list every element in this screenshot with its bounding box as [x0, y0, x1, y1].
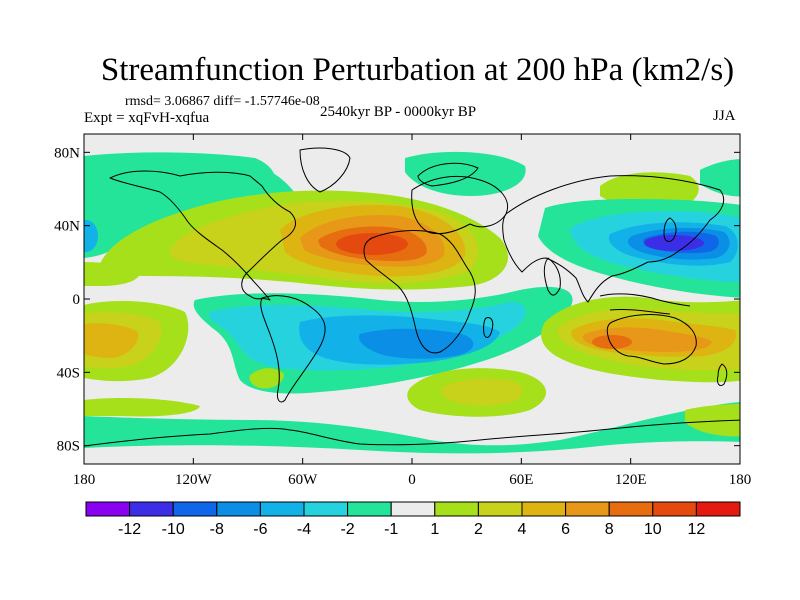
lon-tick-label: 0 — [408, 472, 416, 488]
colorbar-label: -2 — [340, 521, 354, 538]
colorbar-swatch — [216, 501, 261, 517]
coast-madagascar — [483, 317, 494, 338]
contour-north-atlantic-green — [405, 151, 526, 196]
colorbar-swatch — [565, 501, 610, 517]
colorbar-swatch — [434, 501, 479, 517]
axis-labels: 80N 40N 0 40S 80S 180 120W 60W 0 60E 120E 180 — [54, 145, 751, 488]
coast-south-america — [260, 295, 326, 403]
contour-west-band-yellow — [84, 262, 140, 286]
contour-na-high-core — [336, 233, 408, 255]
colorbar-label: 2 — [474, 521, 483, 538]
coast-antarctica — [84, 419, 740, 447]
colorbar-swatch — [695, 501, 741, 517]
colorbar-label: 6 — [561, 521, 570, 538]
colorbar-swatch — [390, 501, 436, 517]
lon-tick-label: 180 — [729, 472, 752, 488]
colorbar-label: 12 — [688, 521, 706, 538]
coast-greenland — [299, 147, 351, 193]
lat-tick-label: 80N — [54, 145, 80, 161]
coast-australia — [606, 314, 697, 365]
lon-tick-label: 120W — [175, 472, 213, 488]
lat-tick-label: 40N — [54, 219, 80, 235]
colorbar-label: -6 — [253, 521, 267, 538]
colorbar-swatch — [172, 501, 218, 517]
rmsd-label: rmsd= 3.06867 diff= -1.57746e-08 — [125, 94, 320, 109]
colorbar-label: -1 — [384, 521, 398, 538]
colorbar-label: 1 — [430, 521, 439, 538]
coastlines — [84, 147, 740, 447]
colorbar-swatch — [129, 501, 174, 517]
coast-asia — [502, 175, 725, 303]
contour-south-east-yellow — [685, 404, 740, 437]
lon-tick-label: 60W — [288, 472, 318, 488]
contour-sp-high-3 — [84, 323, 139, 358]
colorbar-swatch — [652, 501, 697, 517]
coast-africa — [363, 230, 476, 354]
coast-india — [543, 257, 561, 296]
streamfunction-field — [84, 134, 740, 464]
colorbar-label: 10 — [644, 521, 662, 538]
colorbar-label: -12 — [118, 521, 141, 538]
contour-south-band-yellow-1 — [84, 398, 200, 417]
colorbar-label: 8 — [605, 521, 614, 538]
contour-sa-low-4 — [358, 328, 474, 359]
contour-south-band-yellow-2 — [249, 368, 284, 389]
coast-indonesia — [599, 293, 691, 315]
coast-scandinavia — [417, 162, 479, 187]
colorbar-swatch — [85, 501, 131, 517]
lat-tick-label: 80S — [57, 439, 80, 455]
colorbar-label: -8 — [210, 521, 224, 538]
coast-japan — [663, 217, 677, 242]
colorbar-label: -10 — [162, 521, 185, 538]
coast-north-america — [109, 170, 297, 301]
experiment-label: Expt = xqFvH-xqfua — [84, 110, 210, 126]
colorbar-swatch — [259, 501, 305, 517]
colorbar-swatch — [608, 501, 654, 517]
colorbar-swatch — [303, 501, 349, 517]
lon-tick-label: 180 — [73, 472, 96, 488]
colorbar-swatch — [347, 501, 392, 517]
season-label: JJA — [713, 108, 736, 124]
colorbar-label: 4 — [518, 521, 527, 538]
colorbar-swatch — [521, 501, 567, 517]
colorbar-swatch — [477, 501, 523, 517]
contour-south-indian-high-2 — [440, 378, 523, 406]
contour-west-pacific-low-core — [644, 235, 704, 251]
plot-title: Streamfunction Perturbation at 200 hPa (… — [100, 52, 735, 88]
lat-tick-label: 40S — [57, 365, 80, 381]
axis-ticks — [83, 134, 741, 464]
contour-south-far-grey — [84, 441, 740, 464]
period-label: 2540kyr BP - 0000kyr BP — [320, 104, 477, 120]
colorbar-label: -4 — [297, 521, 311, 538]
lon-tick-label: 120E — [615, 472, 647, 488]
lon-tick-label: 60E — [509, 472, 533, 488]
contour-au-high-core — [592, 335, 632, 349]
coast-new-zealand — [717, 363, 728, 387]
lat-tick-label: 0 — [73, 292, 81, 308]
contour-east-pacific-low-inner — [84, 220, 98, 252]
colorbar: -12 -10 -8 -6 -4 -2 -1 1 2 4 6 8 10 12 — [85, 501, 741, 538]
